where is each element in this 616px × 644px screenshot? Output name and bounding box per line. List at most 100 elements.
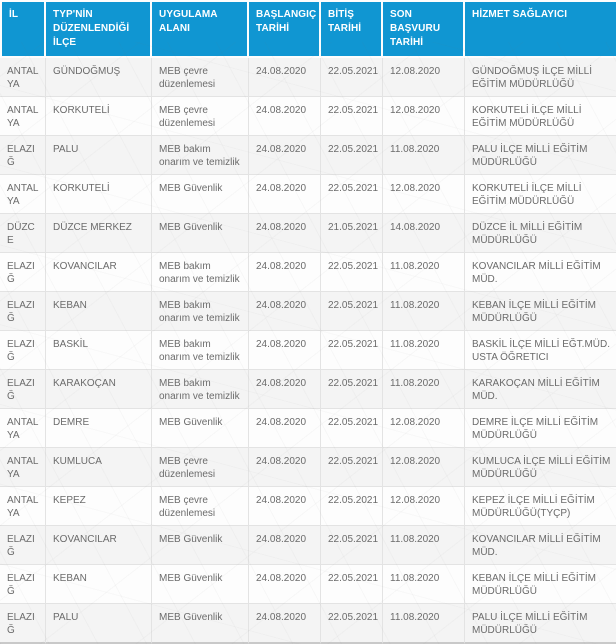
cell-baslangic-tarihi: 24.08.2020 [249,292,321,331]
cell-il: ANTALYA [0,97,46,136]
cell-baslangic-tarihi: 24.08.2020 [249,331,321,370]
cell-il: ANTALYA [0,448,46,487]
cell-hizmet-saglayici: GÜNDOĞMUŞ İLÇE MİLLİ EĞİTİM MÜDÜRLÜĞÜ [465,58,616,97]
cell-il: ELAZIĞ [0,136,46,175]
cell-son-basvuru-tarihi: 11.08.2020 [383,526,465,565]
column-header-baslangic-tarihi: BAŞLANGIÇ TARİHİ [249,0,321,58]
cell-bitis-tarihi: 22.05.2021 [321,409,383,448]
column-header-hizmet-saglayici: HİZMET SAĞLAYICI [465,0,616,58]
cell-bitis-tarihi: 22.05.2021 [321,487,383,526]
cell-hizmet-saglayici: PALU İLÇE MİLLİ EĞİTİM MÜDÜRLÜĞÜ [465,136,616,175]
cell-bitis-tarihi: 21.05.2021 [321,214,383,253]
column-header-son-basvuru: SON BAŞVURU TARİHİ [383,0,465,58]
cell-son-basvuru-tarihi: 11.08.2020 [383,331,465,370]
cell-ilce: BASKİL [46,331,152,370]
cell-hizmet-saglayici: BASKİL İLÇE MİLLİ EĞT.MÜD. USTA ÖĞRETICI [465,331,616,370]
table-row: ELAZIĞ PALU MEB bakım onarım ve temizlik… [0,136,616,175]
table-row: ELAZIĞ KEBAN MEB bakım onarım ve temizli… [0,292,616,331]
cell-bitis-tarihi: 22.05.2021 [321,448,383,487]
cell-baslangic-tarihi: 24.08.2020 [249,370,321,409]
table-row: DÜZCE DÜZCE MERKEZ MEB Güvenlik 24.08.20… [0,214,616,253]
cell-hizmet-saglayici: KARAKOÇAN MİLLİ EĞİTİM MÜD. [465,370,616,409]
cell-uygulama-alani: MEB çevre düzenlemesi [152,97,249,136]
cell-uygulama-alani: MEB bakım onarım ve temizlik [152,292,249,331]
cell-ilce: KORKUTELİ [46,175,152,214]
table-row: ELAZIĞ KOVANCILAR MEB bakım onarım ve te… [0,253,616,292]
cell-ilce: KORKUTELİ [46,97,152,136]
column-header-uygulama-alani: UYGULAMA ALANI [152,0,249,58]
cell-il: ELAZIĞ [0,370,46,409]
table-row: ANTALYA KORKUTELİ MEB çevre düzenlemesi … [0,97,616,136]
cell-uygulama-alani: MEB bakım onarım ve temizlik [152,331,249,370]
cell-baslangic-tarihi: 24.08.2020 [249,253,321,292]
cell-ilce: KOVANCILAR [46,253,152,292]
cell-ilce: PALU [46,136,152,175]
cell-son-basvuru-tarihi: 12.08.2020 [383,448,465,487]
cell-uygulama-alani: MEB Güvenlik [152,409,249,448]
cell-baslangic-tarihi: 24.08.2020 [249,58,321,97]
cell-bitis-tarihi: 22.05.2021 [321,292,383,331]
cell-bitis-tarihi: 22.05.2021 [321,331,383,370]
cell-baslangic-tarihi: 24.08.2020 [249,487,321,526]
cell-baslangic-tarihi: 24.08.2020 [249,175,321,214]
cell-ilce: KEBAN [46,565,152,604]
cell-hizmet-saglayici: KORKUTELİ İLÇE MİLLİ EĞİTİM MÜDÜRLÜĞÜ [465,97,616,136]
cell-il: ELAZIĞ [0,604,46,644]
cell-il: ELAZIĞ [0,565,46,604]
cell-bitis-tarihi: 22.05.2021 [321,370,383,409]
cell-son-basvuru-tarihi: 11.08.2020 [383,565,465,604]
cell-uygulama-alani: MEB Güvenlik [152,604,249,644]
cell-uygulama-alani: MEB çevre düzenlemesi [152,58,249,97]
cell-hizmet-saglayici: DEMRE İLÇE MİLLİ EĞİTİM MÜDÜRLÜĞÜ [465,409,616,448]
cell-ilce: DÜZCE MERKEZ [46,214,152,253]
cell-ilce: DEMRE [46,409,152,448]
cell-son-basvuru-tarihi: 11.08.2020 [383,136,465,175]
cell-bitis-tarihi: 22.05.2021 [321,565,383,604]
cell-il: ELAZIĞ [0,253,46,292]
cell-ilce: GÜNDOĞMUŞ [46,58,152,97]
cell-bitis-tarihi: 22.05.2021 [321,175,383,214]
cell-uygulama-alani: MEB Güvenlik [152,214,249,253]
table-row: ELAZIĞ KEBAN MEB Güvenlik 24.08.2020 22.… [0,565,616,604]
cell-hizmet-saglayici: KOVANCILAR MİLLİ EĞİTİM MÜD. [465,253,616,292]
cell-uygulama-alani: MEB bakım onarım ve temizlik [152,370,249,409]
cell-hizmet-saglayici: DÜZCE İL MİLLİ EĞİTİM MÜDÜRLÜĞÜ [465,214,616,253]
cell-ilce: KOVANCILAR [46,526,152,565]
cell-hizmet-saglayici: PALU İLÇE MİLLİ EĞİTİM MÜDÜRLÜĞÜ [465,604,616,644]
cell-son-basvuru-tarihi: 11.08.2020 [383,604,465,644]
table-row: ANTALYA KEPEZ MEB çevre düzenlemesi 24.0… [0,487,616,526]
table-row: ELAZIĞ KOVANCILAR MEB Güvenlik 24.08.202… [0,526,616,565]
cell-hizmet-saglayici: KORKUTELİ İLÇE MİLLİ EĞİTİM MÜDÜRLÜĞÜ [465,175,616,214]
cell-uygulama-alani: MEB Güvenlik [152,526,249,565]
cell-son-basvuru-tarihi: 11.08.2020 [383,292,465,331]
cell-il: ELAZIĞ [0,331,46,370]
cell-bitis-tarihi: 22.05.2021 [321,136,383,175]
cell-son-basvuru-tarihi: 12.08.2020 [383,487,465,526]
cell-baslangic-tarihi: 24.08.2020 [249,214,321,253]
cell-hizmet-saglayici: KUMLUCA İLÇE MİLLİ EĞİTİM MÜDÜRLÜĞÜ [465,448,616,487]
cell-son-basvuru-tarihi: 12.08.2020 [383,175,465,214]
cell-ilce: KEPEZ [46,487,152,526]
cell-il: ANTALYA [0,175,46,214]
column-header-il: İL [0,0,46,58]
cell-son-basvuru-tarihi: 12.08.2020 [383,58,465,97]
table-header: İL TYP'NİN DÜZENLENDİĞİ İLÇE UYGULAMA AL… [0,0,616,58]
cell-bitis-tarihi: 22.05.2021 [321,526,383,565]
cell-son-basvuru-tarihi: 14.08.2020 [383,214,465,253]
cell-ilce: KUMLUCA [46,448,152,487]
cell-bitis-tarihi: 22.05.2021 [321,604,383,644]
table-row: ELAZIĞ BASKİL MEB bakım onarım ve temizl… [0,331,616,370]
cell-ilce: KEBAN [46,292,152,331]
cell-bitis-tarihi: 22.05.2021 [321,58,383,97]
cell-ilce: PALU [46,604,152,644]
cell-il: ANTALYA [0,487,46,526]
cell-son-basvuru-tarihi: 12.08.2020 [383,97,465,136]
table-row: ANTALYA KUMLUCA MEB çevre düzenlemesi 24… [0,448,616,487]
cell-uygulama-alani: MEB çevre düzenlemesi [152,487,249,526]
cell-hizmet-saglayici: KOVANCILAR MİLLİ EĞİTİM MÜD. [465,526,616,565]
cell-hizmet-saglayici: KEPEZ İLÇE MİLLİ EĞİTİM MÜDÜRLÜĞÜ(TYÇP) [465,487,616,526]
header-row: İL TYP'NİN DÜZENLENDİĞİ İLÇE UYGULAMA AL… [0,0,616,58]
cell-uygulama-alani: MEB bakım onarım ve temizlik [152,253,249,292]
